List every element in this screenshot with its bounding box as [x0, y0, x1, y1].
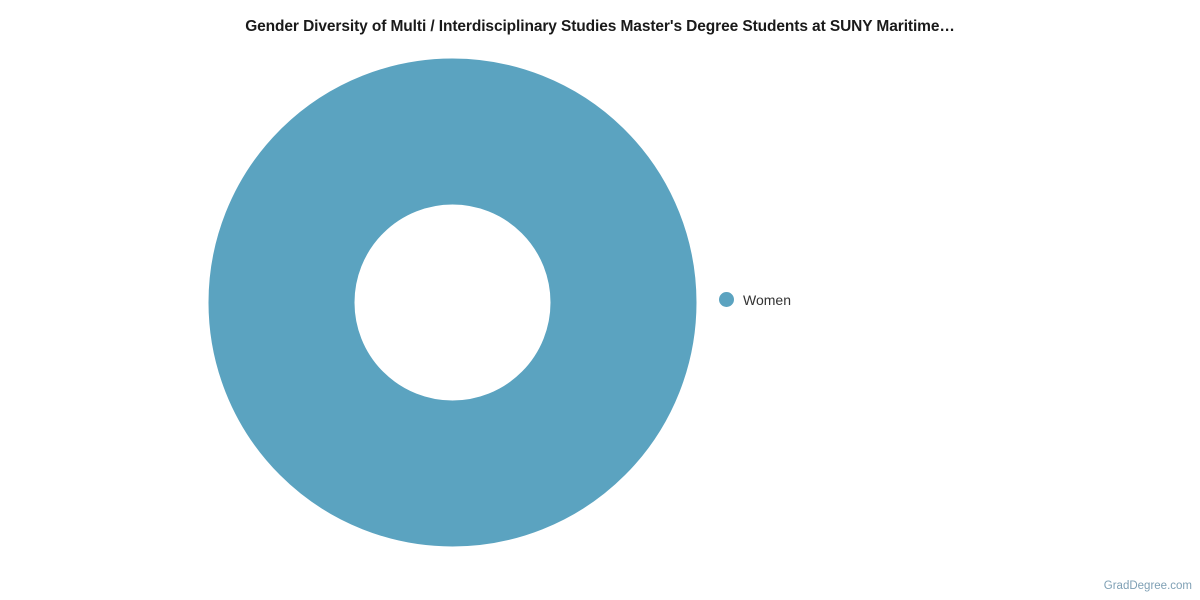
chart-legend: Women — [719, 292, 791, 307]
donut-slice-group — [208, 58, 697, 547]
donut-chart — [208, 58, 697, 547]
chart-title: Gender Diversity of Multi / Interdiscipl… — [245, 18, 955, 35]
donut-slice-women[interactable] — [208, 58, 697, 547]
legend-label-women[interactable]: Women — [743, 291, 791, 308]
watermark-graddegree[interactable]: GradDegree.com — [1103, 580, 1192, 592]
legend-swatch-women-icon — [719, 292, 734, 307]
donut-chart-svg — [208, 58, 697, 547]
